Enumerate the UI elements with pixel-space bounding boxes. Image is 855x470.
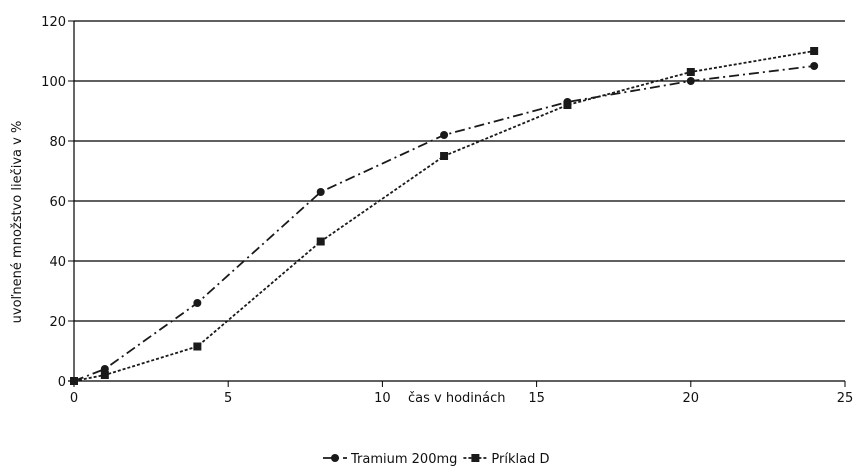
x-tick-label: 5 [224,391,232,406]
data-point-0-4 [440,131,449,139]
data-point-0-2 [193,299,202,307]
series-line-0 [73,65,815,382]
x-tick-label: 10 [374,391,391,406]
y-axis-label: uvoľnené množstvo liečiva v % [10,121,25,324]
y-tick-label: 40 [49,255,66,270]
data-point-1-4 [440,152,449,160]
data-point-1-3 [316,237,325,246]
x-tick-label: 25 [837,391,854,406]
series-group [70,47,819,385]
data-point-0-6 [686,77,695,85]
data-point-1-0 [70,377,78,385]
x-axis-label: čas v hodinách [408,391,506,406]
data-point-1-6 [686,68,695,76]
legend-label-1: Príklad D [491,452,549,467]
y-tick-label: 20 [49,315,66,330]
x-tick-label: 15 [528,391,545,406]
legend-label-0: Tramium 200mg [350,452,457,467]
y-tick-label: 120 [41,15,66,30]
data-point-1-1 [100,371,109,379]
legend-marker-1 [471,454,480,462]
y-tick-label: 0 [58,375,66,390]
legend: Tramium 200mg Príklad D [323,452,549,467]
data-point-1-7 [810,47,819,55]
data-point-0-7 [810,62,819,70]
data-point-0-3 [316,188,325,196]
tick-labels: 0 20 40 60 80 100 120 0 5 10 15 20 25 [41,15,853,406]
y-tick-label: 100 [41,75,66,90]
data-point-1-5 [563,101,572,109]
axes [68,20,846,387]
series-line-1 [73,50,815,382]
grid-lines [74,20,845,322]
y-tick-label: 80 [49,135,66,150]
x-tick-label: 20 [683,391,700,406]
x-tick-label: 0 [70,391,78,406]
legend-marker-0 [331,454,339,462]
data-point-1-2 [193,342,202,351]
y-tick-label: 60 [49,195,66,210]
